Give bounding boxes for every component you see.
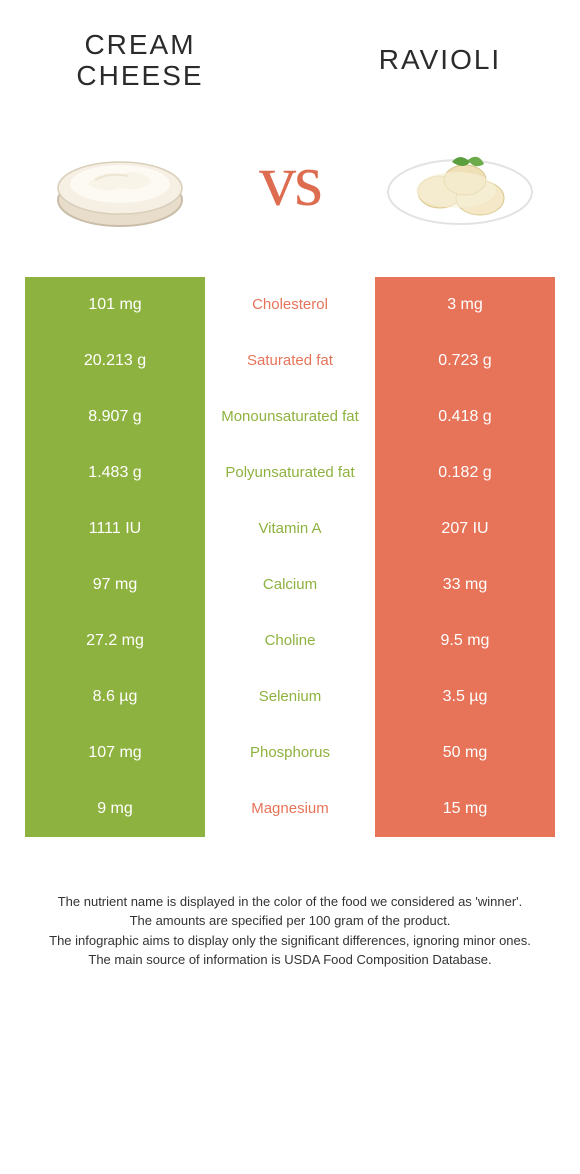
footer-notes: The nutrient name is displayed in the co… bbox=[25, 892, 555, 970]
table-row: 101 mgCholesterol3 mg bbox=[25, 277, 555, 333]
nutrient-name: Polyunsaturated fat bbox=[205, 445, 375, 501]
table-row: 1.483 gPolyunsaturated fat0.182 g bbox=[25, 445, 555, 501]
nutrient-name: Calcium bbox=[205, 557, 375, 613]
nutrient-name: Magnesium bbox=[205, 781, 375, 837]
right-value: 0.723 g bbox=[375, 333, 555, 389]
table-row: 97 mgCalcium33 mg bbox=[25, 557, 555, 613]
nutrient-comparison-table: 101 mgCholesterol3 mg20.213 gSaturated f… bbox=[25, 277, 555, 837]
left-value: 8.907 g bbox=[25, 389, 205, 445]
right-value: 33 mg bbox=[375, 557, 555, 613]
right-value: 50 mg bbox=[375, 725, 555, 781]
right-value: 0.182 g bbox=[375, 445, 555, 501]
left-value: 1111 IU bbox=[25, 501, 205, 557]
nutrient-name: Monounsaturated fat bbox=[205, 389, 375, 445]
left-value: 107 mg bbox=[25, 725, 205, 781]
left-value: 97 mg bbox=[25, 557, 205, 613]
table-row: 8.907 gMonounsaturated fat0.418 g bbox=[25, 389, 555, 445]
vs-label: vs bbox=[259, 139, 321, 224]
table-row: 1111 IUVitamin A207 IU bbox=[25, 501, 555, 557]
table-row: 8.6 µgSelenium3.5 µg bbox=[25, 669, 555, 725]
table-row: 9 mgMagnesium15 mg bbox=[25, 781, 555, 837]
footer-line-2: The amounts are specified per 100 gram o… bbox=[35, 911, 545, 931]
right-value: 0.418 g bbox=[375, 389, 555, 445]
right-value: 207 IU bbox=[375, 501, 555, 557]
left-value: 27.2 mg bbox=[25, 613, 205, 669]
nutrient-name: Selenium bbox=[205, 669, 375, 725]
footer-line-1: The nutrient name is displayed in the co… bbox=[35, 892, 545, 912]
left-value: 9 mg bbox=[25, 781, 205, 837]
left-value: 20.213 g bbox=[25, 333, 205, 389]
nutrient-name: Saturated fat bbox=[205, 333, 375, 389]
nutrient-name: Choline bbox=[205, 613, 375, 669]
table-row: 27.2 mgCholine9.5 mg bbox=[25, 613, 555, 669]
right-value: 15 mg bbox=[375, 781, 555, 837]
table-row: 107 mgPhosphorus50 mg bbox=[25, 725, 555, 781]
footer-line-3: The infographic aims to display only the… bbox=[35, 931, 545, 951]
left-value: 101 mg bbox=[25, 277, 205, 333]
ravioli-icon bbox=[370, 117, 550, 247]
right-value: 9.5 mg bbox=[375, 613, 555, 669]
right-value: 3 mg bbox=[375, 277, 555, 333]
cream-cheese-icon bbox=[30, 117, 210, 247]
table-row: 20.213 gSaturated fat0.723 g bbox=[25, 333, 555, 389]
right-food-title: Ravioli bbox=[350, 45, 530, 76]
nutrient-name: Vitamin A bbox=[205, 501, 375, 557]
left-value: 1.483 g bbox=[25, 445, 205, 501]
left-food-title: CREAM CHEESE bbox=[50, 30, 230, 92]
footer-line-4: The main source of information is USDA F… bbox=[35, 950, 545, 970]
right-value: 3.5 µg bbox=[375, 669, 555, 725]
nutrient-name: Cholesterol bbox=[205, 277, 375, 333]
left-value: 8.6 µg bbox=[25, 669, 205, 725]
nutrient-name: Phosphorus bbox=[205, 725, 375, 781]
